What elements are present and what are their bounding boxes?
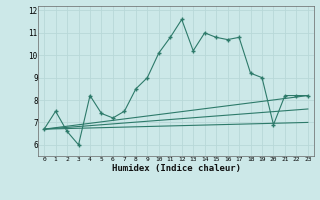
X-axis label: Humidex (Indice chaleur): Humidex (Indice chaleur) [111, 164, 241, 173]
